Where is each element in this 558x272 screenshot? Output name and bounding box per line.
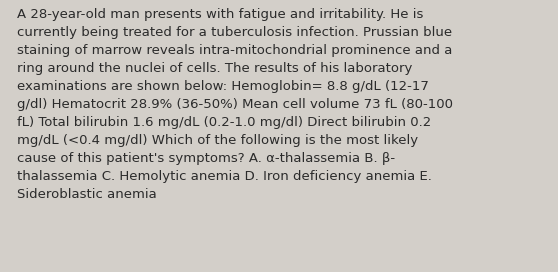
Text: A 28-year-old man presents with fatigue and irritability. He is
currently being : A 28-year-old man presents with fatigue … <box>17 8 453 201</box>
